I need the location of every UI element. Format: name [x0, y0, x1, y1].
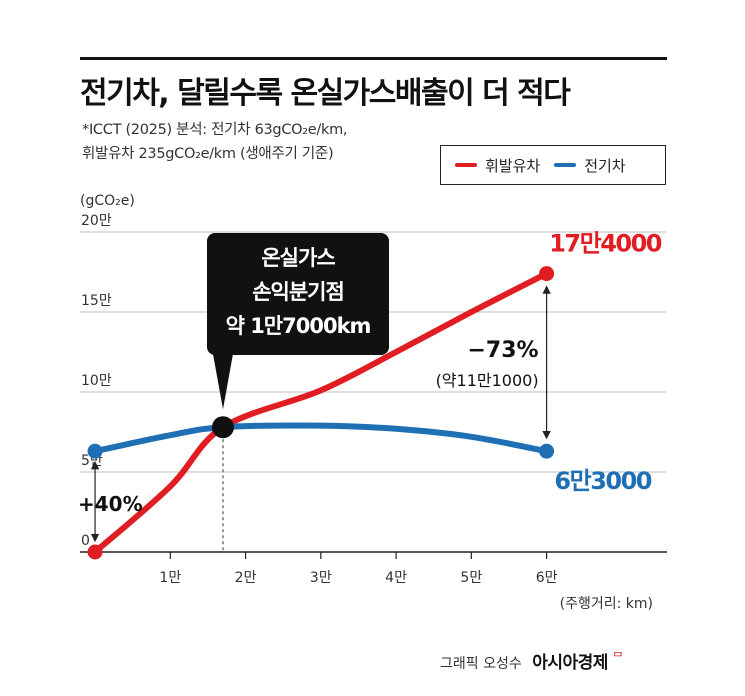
graphic-credit: 그래픽 오성수 아시아경제 ᄆ: [440, 648, 623, 673]
breakeven-callout-line: 약 1만7000km: [226, 314, 371, 338]
breakeven-callout-pointer: [212, 354, 233, 410]
x-tick-label: 1만: [159, 570, 181, 586]
x-tick-label: 2만: [235, 570, 257, 586]
right-difference-percent: −73%: [467, 338, 538, 363]
legend: 휘발유차 전기차: [440, 145, 666, 185]
series-line-ev: [92, 422, 550, 455]
credit-author: 그래픽 오성수: [440, 656, 522, 672]
legend-label-gasoline: 휘발유차: [485, 156, 541, 175]
legend-label-ev: 전기차: [584, 156, 626, 175]
chart-title: 전기차, 달릴수록 온실가스배출이 더 적다: [80, 76, 571, 111]
x-tick-label: 4만: [385, 570, 407, 586]
source-note-line-2: 휘발유차 235gCO₂e/km (생애주기 기준): [82, 146, 334, 162]
end-label-gasoline: 17만4000: [549, 230, 662, 258]
x-axis-label: (주행거리: km): [560, 596, 653, 612]
source-note-line-1: *ICCT (2025) 분석: 전기차 63gCO₂e/km,: [82, 122, 348, 138]
y-tick-label: 0: [81, 533, 90, 549]
x-tick-label: 5만: [460, 570, 482, 586]
x-tick-label: 6만: [536, 570, 558, 586]
legend-item-ev: 전기차: [554, 155, 626, 176]
y-tick-label: 20만: [81, 213, 112, 229]
y-tick-label: 10만: [81, 373, 112, 389]
end-point-ev: [539, 443, 555, 459]
y-tick-label: 15만: [81, 293, 112, 309]
legend-item-gasoline: 휘발유차: [455, 155, 540, 176]
start-point-gasoline: [87, 544, 103, 560]
brand-mark-icon: ᄆ: [612, 650, 624, 664]
top-rule: [80, 57, 667, 60]
breakeven-point: [211, 416, 234, 439]
breakeven-callout-box: [207, 233, 389, 355]
brand-logo: 아시아경제: [532, 653, 608, 673]
left-difference-percent: +40%: [78, 492, 143, 516]
right-difference-amount: (약11만1000): [436, 371, 539, 390]
start-point-ev: [87, 443, 103, 459]
breakeven-callout-line: 온실가스: [261, 246, 335, 270]
y-axis-label: (gCO₂e): [80, 193, 135, 209]
breakeven-callout-line: 손익분기점: [252, 280, 344, 304]
legend-swatch-ev: [554, 163, 577, 167]
end-label-ev: 6만3000: [554, 467, 651, 495]
end-point-gasoline: [539, 266, 555, 282]
legend-swatch-gasoline: [455, 163, 477, 167]
series-line-gasoline: [92, 270, 550, 555]
x-tick-label: 3만: [310, 570, 332, 586]
